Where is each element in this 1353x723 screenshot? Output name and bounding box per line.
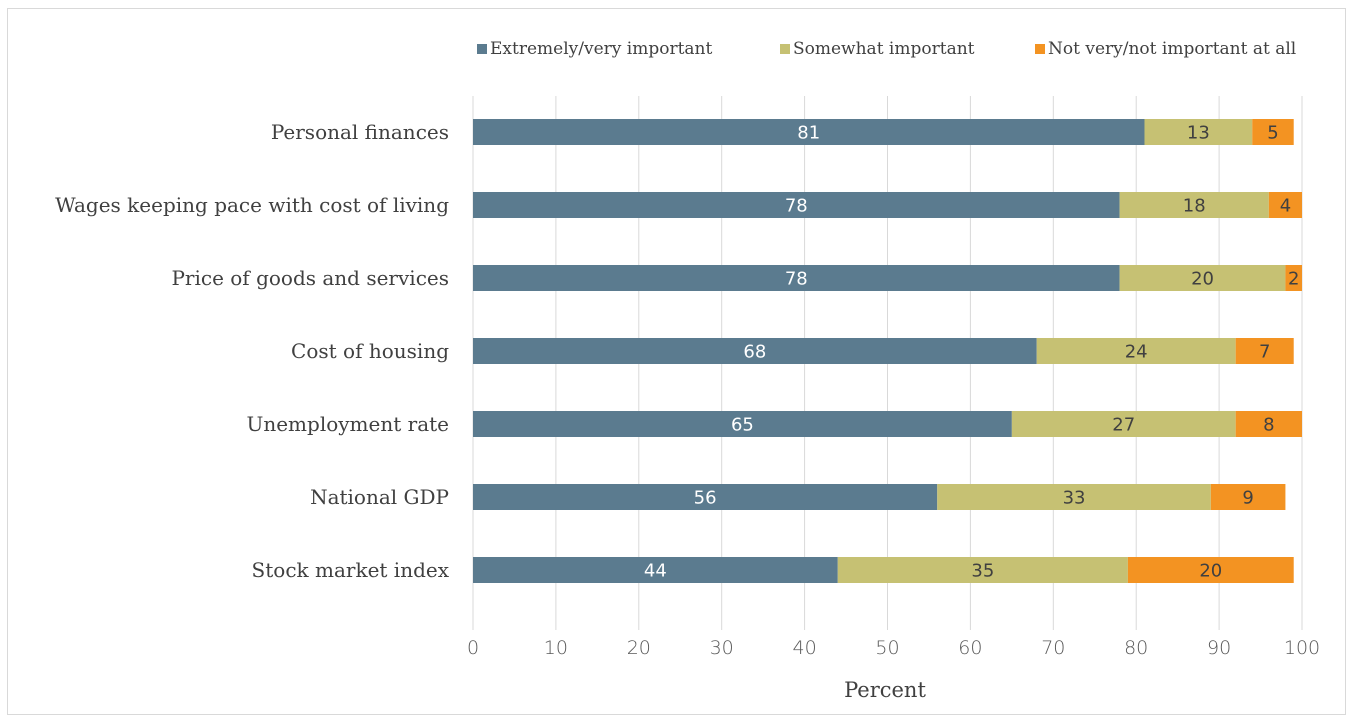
category-label-national-gdp: National GDP [310,485,449,509]
x-tick-10: 10 [544,637,568,659]
x-tick-70: 70 [1041,637,1065,659]
data-label-unemployment-rate-not-very-not-important-at-all: 8 [1263,415,1274,436]
category-label-price-of-goods-and-services: Price of goods and services [171,266,449,290]
bar-national-gdp-not-very-not-important-at-all [1210,484,1286,510]
bar-stock-market-index-not-very-not-important-at-all [1127,557,1294,583]
x-tick-80: 80 [1124,637,1148,659]
x-tick-60: 60 [958,637,982,659]
bar-unemployment-rate-not-very-not-important-at-all [1235,411,1302,437]
bar-cost-of-housing-somewhat-important [1036,338,1236,364]
legend-swatch-somewhat-important [780,44,790,54]
data-label-national-gdp-somewhat-important: 33 [1063,488,1086,509]
legend-label-not-very-not-important-at-all: Not very/not important at all [1048,39,1296,59]
data-label-national-gdp-extremely-very-important: 56 [694,488,717,509]
x-tick-labels: 0 10 20 30 40 50 60 70 80 90 100 [467,637,1320,659]
legend-swatch-not-very-not-important-at-all [1035,44,1045,54]
data-label-unemployment-rate-somewhat-important: 27 [1112,415,1135,436]
bar-national-gdp-somewhat-important [937,484,1211,510]
x-axis-title: Percent [844,678,926,702]
bar-cost-of-housing-extremely-very-important [473,338,1037,364]
x-tick-30: 30 [710,637,734,659]
legend-swatch-extremely-very-important [477,44,487,54]
x-tick-20: 20 [627,637,651,659]
x-tick-40: 40 [793,637,817,659]
x-tick-0: 0 [467,637,479,659]
data-label-national-gdp-not-very-not-important-at-all: 9 [1242,488,1253,509]
category-labels: Personal finances Wages keeping pace with… [55,120,450,582]
bar-unemployment-rate-somewhat-important [1011,411,1236,437]
data-label-cost-of-housing-extremely-very-important: 68 [743,342,766,363]
x-tick-90: 90 [1207,637,1231,659]
bar-personal-finances-not-very-not-important-at-all [1252,119,1294,145]
category-label-cost-of-housing: Cost of housing [291,339,449,363]
data-label-price-of-goods-and-services-extremely-very-important: 78 [785,269,808,290]
data-label-personal-finances-not-very-not-important-at-all: 5 [1267,123,1278,144]
bar-price-of-goods-and-services-somewhat-important [1119,265,1286,291]
data-labels: 81 13 5 78 18 4 78 20 2 68 24 7 65 27 8 56 33 9 44 35 20 [644,123,1300,582]
bar-wages-keeping-pace-with-cost-of-living-somewhat-important [1119,192,1269,218]
bar-segments [473,119,1302,583]
category-label-stock-market-index: Stock market index [252,558,450,582]
data-label-personal-finances-somewhat-important: 13 [1187,123,1210,144]
bar-personal-finances-extremely-very-important [473,119,1145,145]
bar-unemployment-rate-extremely-very-important [473,411,1012,437]
data-label-unemployment-rate-extremely-very-important: 65 [731,415,754,436]
legend-label-extremely-very-important: Extremely/very important [490,39,712,59]
x-tick-50: 50 [875,637,899,659]
data-label-cost-of-housing-not-very-not-important-at-all: 7 [1259,342,1270,363]
bar-cost-of-housing-not-very-not-important-at-all [1235,338,1294,364]
bar-wages-keeping-pace-with-cost-of-living-not-very-not-important-at-all [1268,192,1302,218]
legend: Extremely/very important Somewhat importa… [477,39,1296,59]
bar-price-of-goods-and-services-not-very-not-important-at-all [1285,265,1302,291]
data-label-stock-market-index-not-very-not-important-at-all: 20 [1199,561,1222,582]
data-label-wages-keeping-pace-with-cost-of-living-extremely-very-important: 78 [785,196,808,217]
category-label-unemployment-rate: Unemployment rate [246,412,449,436]
bar-personal-finances-somewhat-important [1144,119,1253,145]
data-label-stock-market-index-extremely-very-important: 44 [644,561,667,582]
category-label-wages-keeping-pace-with-cost-of-living: Wages keeping pace with cost of living [55,193,449,217]
bar-stock-market-index-extremely-very-important [473,557,838,583]
bar-wages-keeping-pace-with-cost-of-living-extremely-very-important [473,192,1120,218]
bar-national-gdp-extremely-very-important [473,484,938,510]
category-label-personal-finances: Personal finances [271,120,449,144]
data-label-cost-of-housing-somewhat-important: 24 [1125,342,1148,363]
x-tick-100: 100 [1284,637,1320,659]
data-label-price-of-goods-and-services-somewhat-important: 20 [1191,269,1214,290]
bar-price-of-goods-and-services-extremely-very-important [473,265,1120,291]
bar-stock-market-index-somewhat-important [837,557,1128,583]
data-label-wages-keeping-pace-with-cost-of-living-not-very-not-important-at-all: 4 [1280,196,1291,217]
data-label-wages-keeping-pace-with-cost-of-living-somewhat-important: 18 [1183,196,1206,217]
data-label-price-of-goods-and-services-not-very-not-important-at-all: 2 [1288,269,1299,290]
data-label-stock-market-index-somewhat-important: 35 [971,561,994,582]
legend-label-somewhat-important: Somewhat important [793,39,975,59]
data-label-personal-finances-extremely-very-important: 81 [797,123,820,144]
